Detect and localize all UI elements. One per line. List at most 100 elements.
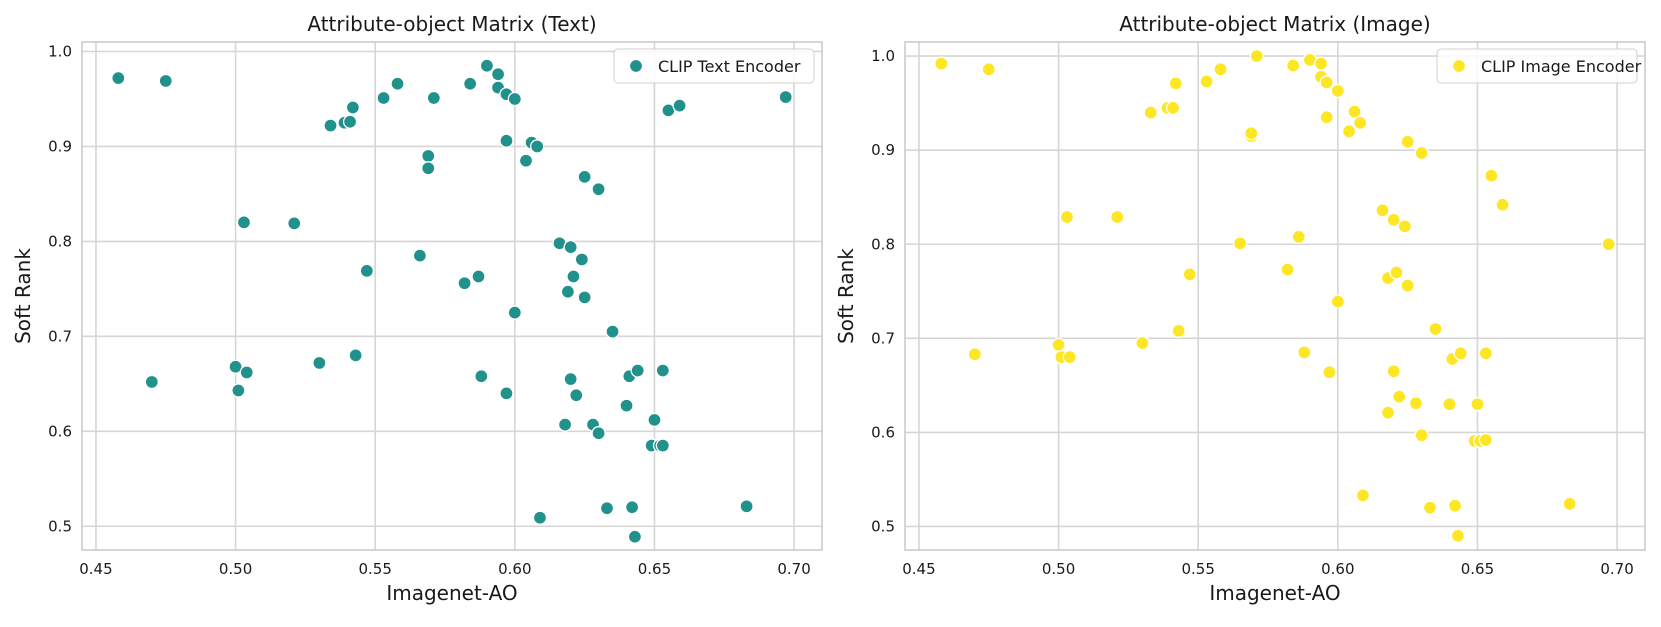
x-tick-label: 0.55 xyxy=(359,560,392,578)
data-point xyxy=(1051,337,1066,353)
x-tick-label: 0.50 xyxy=(219,560,252,578)
legend-marker xyxy=(628,58,644,74)
data-point xyxy=(530,139,545,154)
data-point xyxy=(376,90,391,106)
data-point xyxy=(569,388,584,403)
data-point xyxy=(624,500,640,515)
data-point xyxy=(1601,237,1616,252)
data-point xyxy=(1232,236,1248,251)
data-point xyxy=(426,90,441,106)
data-point xyxy=(1495,197,1510,212)
data-point xyxy=(1442,397,1457,412)
data-point xyxy=(228,359,243,374)
x-tick-label: 0.70 xyxy=(1600,560,1633,578)
data-point xyxy=(1059,209,1075,225)
data-point xyxy=(591,182,606,197)
plot-frame xyxy=(81,41,823,551)
data-point xyxy=(1414,428,1429,443)
data-point xyxy=(1422,500,1438,515)
data-point xyxy=(630,363,645,378)
data-point xyxy=(1062,349,1077,365)
data-point xyxy=(655,363,670,378)
data-point xyxy=(1355,488,1371,503)
data-point xyxy=(1319,75,1334,90)
data-point xyxy=(390,76,405,91)
x-tick-label: 0.45 xyxy=(79,560,112,578)
data-point xyxy=(1110,209,1125,225)
data-point xyxy=(412,248,428,263)
data-point xyxy=(348,348,363,363)
series-0 xyxy=(111,58,793,544)
x-tick-label: 0.50 xyxy=(1042,560,1075,578)
y-tick-label: 0.6 xyxy=(871,423,895,441)
data-point xyxy=(1428,321,1443,337)
legend-marker xyxy=(1451,58,1467,74)
data-point xyxy=(1392,389,1407,404)
data-point xyxy=(1470,397,1485,412)
series-0 xyxy=(934,48,1616,544)
data-point xyxy=(1484,168,1499,183)
x-tick-label: 0.45 xyxy=(902,560,935,578)
legend-label: CLIP Image Encoder xyxy=(1481,57,1642,76)
data-point xyxy=(1319,110,1334,125)
y-axis-label: Soft Rank xyxy=(834,248,858,344)
data-point xyxy=(566,269,581,284)
data-point xyxy=(1450,528,1466,544)
data-point xyxy=(359,263,374,278)
data-point xyxy=(231,383,246,398)
data-point xyxy=(507,305,522,320)
legend: CLIP Image Encoder xyxy=(1436,48,1642,84)
data-point xyxy=(144,374,159,390)
x-axis-label: Imagenet-AO xyxy=(386,581,517,605)
data-point xyxy=(599,501,615,516)
y-tick-label: 0.5 xyxy=(48,517,72,535)
data-point xyxy=(499,133,514,148)
chart-title: Attribute-object Matrix (Image) xyxy=(1119,12,1430,36)
data-point xyxy=(563,239,578,255)
data-point xyxy=(1386,364,1401,379)
data-point xyxy=(574,252,589,267)
data-point xyxy=(471,269,486,284)
data-point xyxy=(239,365,254,380)
y-tick-label: 0.7 xyxy=(871,329,895,347)
data-point xyxy=(1249,48,1264,64)
y-tick-label: 0.8 xyxy=(48,232,72,250)
data-point xyxy=(577,169,592,184)
legend-box xyxy=(1436,48,1638,84)
y-tick-label: 0.7 xyxy=(48,327,72,345)
data-point xyxy=(421,161,436,176)
data-point xyxy=(627,529,643,544)
x-tick-label: 0.60 xyxy=(498,560,531,578)
data-point xyxy=(591,426,606,441)
legend: CLIP Text Encoder xyxy=(613,48,815,84)
data-point xyxy=(1168,76,1184,91)
data-point xyxy=(1353,115,1368,131)
data-point xyxy=(1400,134,1415,149)
chart-panel-1: 0.45 0.50 0.55 0.60 0.65 0.70 0.5 0.6 0.7 0.8 0.9 1… xyxy=(834,12,1646,605)
chart-title: Attribute-object Matrix (Text) xyxy=(307,12,596,36)
data-point xyxy=(499,386,514,401)
data-point xyxy=(490,67,506,82)
data-point xyxy=(323,118,338,133)
x-tick-label: 0.65 xyxy=(1461,560,1494,578)
x-tick-label: 0.65 xyxy=(638,560,671,578)
y-tick-label: 0.5 xyxy=(871,517,895,535)
data-point xyxy=(1135,335,1150,351)
data-point xyxy=(672,98,687,113)
y-tick-label: 1.0 xyxy=(871,47,895,65)
data-point xyxy=(457,276,472,291)
data-point xyxy=(1380,405,1396,420)
data-point xyxy=(312,355,327,371)
data-point xyxy=(577,290,592,305)
data-point xyxy=(1447,498,1463,513)
data-point xyxy=(1389,265,1404,280)
data-point xyxy=(1386,212,1401,227)
data-point xyxy=(1453,346,1468,361)
data-point xyxy=(1341,124,1357,139)
data-point xyxy=(1375,203,1390,218)
data-point xyxy=(345,100,361,115)
data-point xyxy=(532,510,548,525)
data-point xyxy=(1213,62,1228,77)
